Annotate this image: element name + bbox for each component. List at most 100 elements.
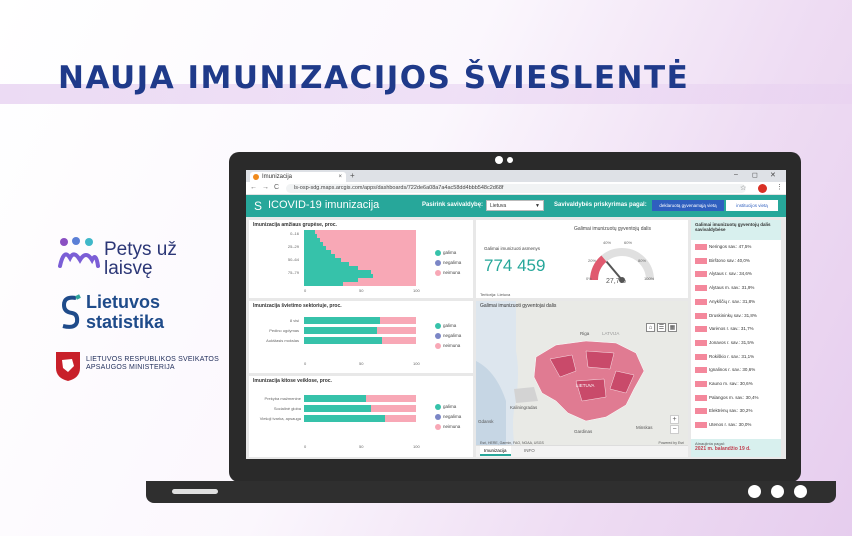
bar-row[interactable] <box>304 395 416 402</box>
bar-row[interactable] <box>304 258 416 262</box>
bar-row[interactable] <box>304 282 416 286</box>
legend-label: neimuna <box>443 343 461 348</box>
ranking-bar <box>695 394 707 401</box>
gauge-fill <box>590 255 607 281</box>
browser-menu-icon[interactable]: ⋮ <box>776 184 783 191</box>
bar-row[interactable] <box>304 266 416 270</box>
gauge-label: 40% <box>603 240 612 245</box>
bar-row[interactable] <box>304 415 416 422</box>
institucijos-vieta-button[interactable]: institucijos vietą <box>726 200 778 211</box>
bar-segment-neimuna <box>330 250 416 254</box>
close-tab-icon[interactable]: × <box>338 174 342 180</box>
bar-row[interactable] <box>304 278 416 282</box>
zoom-in-button[interactable]: + <box>670 415 679 424</box>
education-legend: galima negalima neimuna <box>435 323 461 353</box>
legend-item[interactable]: negalima <box>435 260 461 270</box>
ranking-item[interactable]: Neringos sav.: 47,5% <box>695 242 777 252</box>
window-close-icon[interactable]: ✕ <box>770 172 776 179</box>
tab-info[interactable]: INFO <box>524 448 535 453</box>
kpi-title: Galimai imunizuoti asmenys <box>484 246 541 251</box>
back-icon[interactable]: ← <box>250 184 257 191</box>
bar-row[interactable] <box>304 270 416 274</box>
ranking-item[interactable]: Palangos m. sav.: 30,4% <box>695 393 777 403</box>
x-tick: 50 <box>359 444 364 449</box>
map-attribution: Esri, HERE, Garmin, FAO, NOAA, USGS <box>480 441 544 445</box>
bar-row[interactable] <box>304 230 416 234</box>
x-tick: 0 <box>304 444 307 449</box>
ranking-item[interactable]: Alytaus m. sav.: 31,9% <box>695 283 777 293</box>
bar-segment-galima <box>304 278 358 282</box>
ranking-item[interactable]: Rokiškio r. sav.: 31,1% <box>695 352 777 362</box>
map-list-icon[interactable]: ☰ <box>657 323 666 332</box>
legend-item[interactable]: galima <box>435 404 461 414</box>
savivaldybe-value: Lietuva <box>490 203 507 209</box>
other-activities-panel: Imunizacija kitose veiklose, proc. Preky… <box>249 376 473 457</box>
bar-row[interactable] <box>304 254 416 258</box>
zoom-out-button[interactable]: − <box>670 425 679 434</box>
browser-tab[interactable]: Imunizacija × <box>250 172 346 182</box>
bar-row[interactable] <box>304 246 416 250</box>
ranking-item[interactable]: Jonavos r. sav.: 31,5% <box>695 338 777 348</box>
ranking-item[interactable]: Varėnos r. sav.: 31,7% <box>695 324 777 334</box>
bar-row[interactable] <box>304 405 416 412</box>
deklaruota-vieta-button[interactable]: deklaruotą gyvenamąją vietą <box>652 200 724 211</box>
legend-dot <box>435 333 441 339</box>
minimize-icon[interactable]: – <box>734 171 738 178</box>
bar-segment-neimuna <box>376 327 416 334</box>
map-panel[interactable]: Galimai imunizuoti gyventojai dalis Riga… <box>476 301 688 457</box>
ranking-item[interactable]: Druskininkų sav.: 31,8% <box>695 311 777 321</box>
ministerija-logo-text: LIETUVOS RESPUBLIKOS SVEIKATOS APSAUGOS … <box>86 356 219 371</box>
map-tab-strip <box>476 445 688 457</box>
bar-segment-galima <box>304 246 327 250</box>
category-label: Pedino ugdymas <box>269 328 299 333</box>
ranking-item[interactable]: Utenos r. sav.: 30,0% <box>695 420 777 430</box>
ranking-bar <box>695 312 707 319</box>
map-home-icon[interactable]: ⌂ <box>646 323 655 332</box>
laptop-trackpad-bar <box>172 489 218 494</box>
reload-icon[interactable]: C <box>274 184 280 191</box>
extension-icon[interactable] <box>758 184 767 193</box>
ranking-item[interactable]: Alytaus r. sav.: 34,6% <box>695 269 777 279</box>
bar-row[interactable] <box>304 317 416 324</box>
bar-row[interactable] <box>304 234 416 238</box>
app-header: S ICOVID-19 imunizacija Pasirink savival… <box>246 195 786 217</box>
legend-item[interactable]: negalima <box>435 333 461 343</box>
map-label-minskas: Minskas <box>636 425 653 430</box>
bar-segment-galima <box>304 230 316 234</box>
legend-item[interactable]: neimuna <box>435 270 461 280</box>
y-tick: 0–16 <box>290 231 299 236</box>
bar-row[interactable] <box>304 262 416 266</box>
gauge-label: 20% <box>588 258 597 263</box>
new-tab-button[interactable]: + <box>350 171 355 180</box>
bar-segment-neimuna <box>365 395 416 402</box>
ranking-bar <box>695 408 707 415</box>
legend-item[interactable]: neimuna <box>435 424 461 434</box>
legend-item[interactable]: galima <box>435 250 461 260</box>
bar-row[interactable] <box>304 274 416 278</box>
bar-row[interactable] <box>304 242 416 246</box>
ranking-item[interactable]: Anykščių r. sav.: 31,8% <box>695 297 777 307</box>
url-input[interactable]: ls-osp-sdg.maps.arcgis.com/apps/dashboar… <box>286 184 746 193</box>
savivaldybe-select[interactable]: Lietuva ▼ <box>486 200 544 211</box>
ranking-item[interactable]: Elektrėnų sav.: 30,2% <box>695 406 777 416</box>
powered-by-esri[interactable]: Powered by Esri <box>658 441 684 445</box>
forward-icon[interactable]: → <box>262 184 269 191</box>
bar-row[interactable] <box>304 250 416 254</box>
maximize-icon[interactable]: ◻ <box>752 172 758 179</box>
bar-row[interactable] <box>304 238 416 242</box>
legend-item[interactable]: neimuna <box>435 343 461 353</box>
bar-row[interactable] <box>304 337 416 344</box>
age-panel-title: Imunizacija amžiaus grupėse, proc. <box>253 222 337 228</box>
ranking-item[interactable]: Ignalinos r. sav.: 30,6% <box>695 365 777 375</box>
legend-item[interactable]: galima <box>435 323 461 333</box>
map-label-latvija: LATVIJA <box>602 331 620 336</box>
tab-imunizacija[interactable]: Imunizacija <box>480 446 511 456</box>
ranking-item[interactable]: Birštono sav.: 40,0% <box>695 256 777 266</box>
bookmark-star-icon[interactable]: ☆ <box>740 185 747 192</box>
teritorija-label: Teritorija: Lietuva <box>480 292 511 297</box>
bar-row[interactable] <box>304 327 416 334</box>
legend-item[interactable]: negalima <box>435 414 461 424</box>
gauge-label: 100% <box>644 276 655 281</box>
map-basemap-icon[interactable]: ▦ <box>668 323 677 332</box>
ranking-item[interactable]: Kauno m. sav.: 30,6% <box>695 379 777 389</box>
